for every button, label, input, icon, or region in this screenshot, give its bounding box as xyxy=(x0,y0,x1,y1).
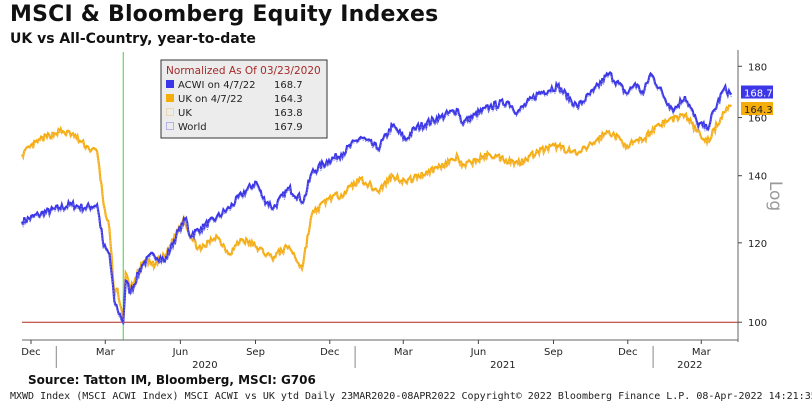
source-note: Source: Tatton IM, Bloomberg, MSCI: G706 xyxy=(28,373,316,387)
last-value-tag-uk: 164.3 xyxy=(741,102,773,116)
legend-swatch-world_dotted xyxy=(166,122,174,130)
series-world-dotted-line xyxy=(21,74,732,326)
year-label: 2020 xyxy=(192,360,217,371)
axes: 100 120 140 160 180 Log 168.7 164.3 Dec Mar Jun Sep… xyxy=(21,50,785,371)
legend-label-acwi: ACWI on 4/7/22 xyxy=(178,80,256,91)
bloomberg-footer: MXWD Index (MSCI ACWI Index) MSCI ACWI v… xyxy=(10,391,812,402)
legend-title: Normalized As Of 03/23/2020 xyxy=(166,65,321,77)
legend-label-world_dotted: World xyxy=(178,122,207,133)
legend-box xyxy=(160,59,328,139)
series-acwi-line xyxy=(20,71,733,325)
x-tick-label: Dec xyxy=(21,347,40,358)
x-tick-label: Mar xyxy=(394,347,414,358)
legend-swatch-uk_dotted xyxy=(166,108,174,116)
legend-value-acwi: 168.7 xyxy=(274,80,303,91)
legend-swatch-acwi xyxy=(166,80,174,88)
x-tick-label: Jun xyxy=(470,347,487,358)
year-label: 2021 xyxy=(490,360,515,371)
last-value-tag-acwi: 168.7 xyxy=(741,85,773,100)
legend-value-world_dotted: 167.9 xyxy=(274,122,303,133)
x-tick-label: Jun xyxy=(172,347,189,358)
x-tick-label: Sep xyxy=(246,347,265,358)
x-tick-label: Mar xyxy=(96,347,116,358)
y-tick-label: 140 xyxy=(748,172,767,183)
chart-subtitle: UK vs All-Country, year-to-date xyxy=(10,31,256,47)
last-value-tag-text: 164.3 xyxy=(744,105,773,116)
year-label: 2022 xyxy=(677,360,702,371)
y-tick-label: 100 xyxy=(748,318,767,329)
y-axis-label: Log xyxy=(765,181,785,211)
x-tick-label: Dec xyxy=(618,347,637,358)
x-tick-label: Mar xyxy=(692,347,712,358)
last-value-tag-bg xyxy=(741,102,773,116)
legend-swatch-uk xyxy=(166,94,174,102)
plot-area xyxy=(20,52,738,340)
y-tick-label: 180 xyxy=(748,62,767,73)
x-tick-label: Sep xyxy=(544,347,563,358)
chart-title: MSCI & Bloomberg Equity Indexes xyxy=(10,2,439,27)
x-tick-label: Dec xyxy=(320,347,339,358)
y-tick-label: 120 xyxy=(748,239,767,250)
last-value-tag-bg xyxy=(741,85,773,99)
legend-value-uk: 164.3 xyxy=(274,94,303,105)
legend-value-uk_dotted: 163.8 xyxy=(274,108,303,119)
y-tick-label: 160 xyxy=(748,114,767,125)
legend-label-uk: UK on 4/7/22 xyxy=(178,94,243,105)
last-value-tag-text: 168.7 xyxy=(744,89,773,100)
legend[interactable]: Normalized As Of 03/23/2020 ACWI on 4/7/2… xyxy=(160,59,328,139)
legend-label-uk_dotted: UK xyxy=(178,108,192,119)
